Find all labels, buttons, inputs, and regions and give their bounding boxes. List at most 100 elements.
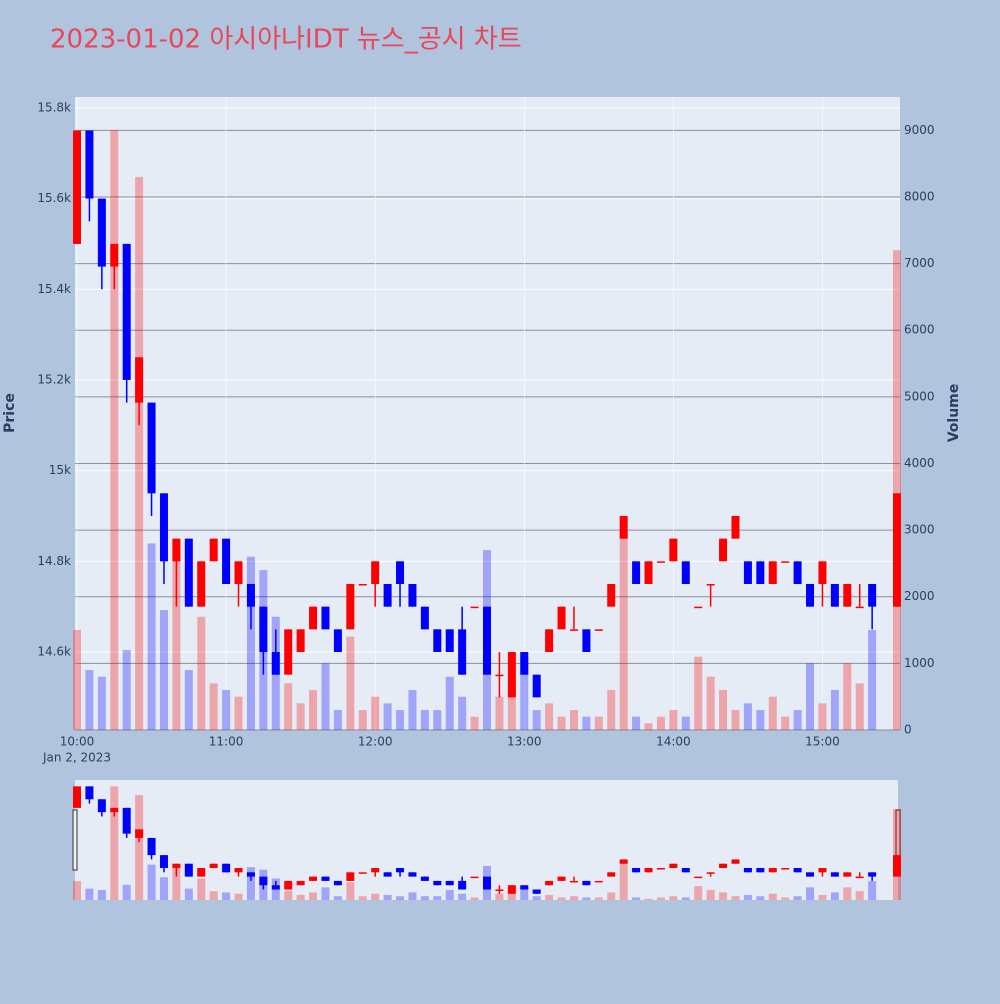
y2-tick-label: 3000	[904, 523, 935, 537]
mini-volume-bar	[743, 894, 752, 900]
candle-body	[159, 493, 168, 562]
mini-volume-bar	[893, 809, 901, 900]
y-tick-label: 15.4k	[37, 282, 71, 296]
volume-bar	[246, 556, 255, 730]
volume-bar	[396, 710, 405, 730]
candle-body	[209, 538, 218, 562]
volume-bar	[73, 630, 81, 730]
candle-body	[557, 606, 566, 630]
volume-bar	[855, 683, 864, 730]
candle-body	[445, 629, 454, 653]
mini-candle-body	[656, 868, 665, 870]
mini-volume-bar	[706, 889, 715, 900]
volume-bar	[147, 543, 156, 730]
volume-bar	[893, 250, 901, 730]
chart-title: 2023-01-02 아시아나IDT 뉴스_공시 차트	[50, 25, 522, 55]
volume-bar	[184, 670, 193, 730]
candle-body	[756, 561, 765, 584]
candle-body	[85, 130, 94, 199]
mini-volume-bar	[246, 867, 255, 900]
candle-body	[222, 538, 231, 584]
mini-volume-bar	[520, 886, 529, 900]
mini-volume-bar	[818, 894, 827, 900]
x-tick-label: 12:00	[358, 735, 393, 749]
volume-bar	[346, 636, 355, 730]
y2-tick-label: 8000	[904, 189, 935, 203]
mini-candle-body	[855, 876, 864, 879]
mini-candle-body	[122, 807, 131, 834]
mini-volume-bar	[532, 896, 541, 900]
candle-body	[507, 652, 516, 698]
y2-tick-label: 2000	[904, 589, 935, 603]
mini-candle-body	[159, 855, 168, 869]
mini-candle-body	[296, 880, 305, 886]
mini-candle-body	[197, 868, 206, 877]
mini-volume-bar	[97, 889, 106, 900]
candle-body	[843, 583, 852, 607]
volume-bar	[470, 716, 479, 730]
volume-bar	[545, 703, 554, 730]
mini-volume-bar	[582, 897, 591, 900]
mini-candle-body	[507, 885, 516, 894]
mini-candle-body	[868, 872, 877, 877]
candle-body	[408, 583, 417, 607]
mini-volume-bar	[855, 891, 864, 900]
mini-candle-body	[768, 868, 777, 873]
volume-bar	[122, 650, 131, 730]
mini-candle-body	[246, 872, 255, 877]
candle-body	[483, 606, 491, 675]
mini-volume-bar	[110, 786, 119, 900]
volume-bar	[619, 530, 628, 730]
mini-volume-bar	[644, 898, 653, 900]
candle-body	[197, 561, 206, 607]
mini-volume-bar	[284, 891, 293, 900]
candle-body	[346, 583, 355, 630]
mini-candle-body	[483, 876, 491, 890]
candle-body	[582, 629, 591, 653]
candle-body	[569, 629, 578, 631]
mini-volume-bar	[619, 862, 628, 900]
mini-volume-bar	[135, 795, 144, 900]
candle-body	[271, 652, 280, 675]
mini-volume-bar	[197, 878, 206, 900]
mini-volume-bar	[669, 896, 678, 900]
mini-volume-bar	[396, 896, 405, 900]
mini-candle-body	[259, 876, 268, 886]
volume-bar	[582, 716, 591, 730]
volume-bar	[669, 710, 678, 730]
candle-body	[184, 538, 193, 607]
mini-candle-body	[85, 786, 94, 800]
volume-bar	[569, 710, 578, 730]
volume-bar	[843, 663, 852, 730]
volume-bar	[507, 683, 516, 730]
mini-volume-bar	[731, 896, 740, 900]
candle-body	[781, 561, 790, 563]
mini-candle-body	[309, 876, 318, 881]
y-tick-label: 14.6k	[37, 645, 71, 659]
mini-candle-body	[73, 786, 81, 808]
y-tick-label: 14.8k	[37, 554, 71, 568]
mini-candle-body	[806, 872, 815, 877]
candle-body	[607, 583, 616, 607]
volume-bar	[458, 696, 467, 730]
candle-body	[135, 357, 144, 403]
mini-candle-body	[569, 880, 578, 883]
mini-volume-bar	[656, 897, 665, 900]
mini-volume-bar	[209, 891, 218, 900]
volume-bar	[756, 710, 765, 730]
volume-bar	[644, 723, 653, 730]
mini-volume-bar	[756, 896, 765, 900]
mini-candle-body	[694, 876, 703, 879]
mini-candle-body	[830, 872, 839, 877]
volume-bar	[172, 550, 181, 730]
x-tick-label: 11:00	[209, 735, 244, 749]
candle-body	[333, 629, 342, 653]
mini-candle-body	[470, 876, 479, 879]
candle-body	[855, 606, 864, 609]
slider-handle[interactable]	[72, 809, 78, 871]
mini-volume-bar	[73, 881, 81, 900]
mini-candle-body	[731, 859, 740, 864]
mini-candle-body	[706, 872, 715, 874]
candle-body	[396, 561, 405, 584]
mini-volume-bar	[321, 887, 330, 900]
